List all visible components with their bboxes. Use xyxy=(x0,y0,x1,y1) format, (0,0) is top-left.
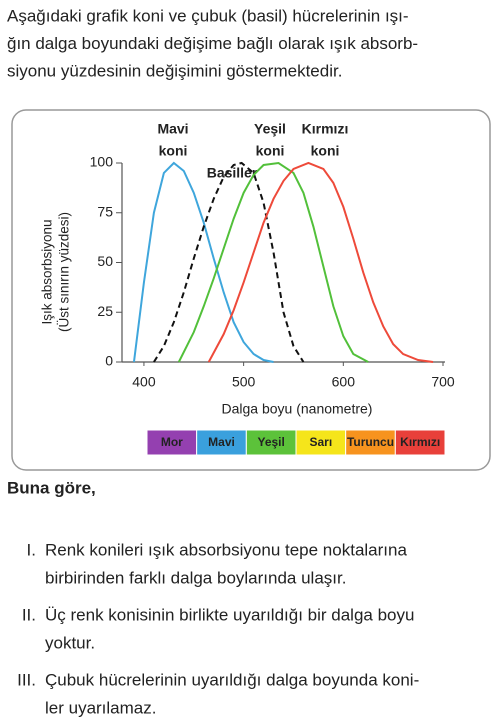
x-tick-label: 600 xyxy=(332,374,356,390)
y-tick-label: 25 xyxy=(97,303,113,319)
spectrum-band xyxy=(245,429,297,456)
curve-label: Mavi xyxy=(157,121,188,137)
curve-label: Kırmızı xyxy=(302,121,349,137)
y-axis-label: (Üst sınırın yüzdesi) xyxy=(57,212,72,332)
spectrum-label: Kırmızı xyxy=(400,435,440,449)
y-axis-label: Işık absorbsiyonu xyxy=(40,219,55,324)
curve xyxy=(153,161,305,363)
item-line: yoktur. xyxy=(45,633,95,652)
x-tick-label: 500 xyxy=(232,374,256,390)
curve xyxy=(177,161,369,363)
curve-label: koni xyxy=(256,143,285,159)
item-numeral: II. xyxy=(22,605,36,624)
spectrum-label: Yeşil xyxy=(257,435,284,449)
item-line: ler uyarılamaz. xyxy=(45,698,156,717)
curve-label: koni xyxy=(159,143,188,159)
x-tick-label: 700 xyxy=(431,374,455,390)
spectrum-band xyxy=(345,429,396,456)
x-tick-label: 400 xyxy=(132,374,156,390)
curve-label: Yeşil xyxy=(254,121,286,137)
curve xyxy=(132,161,274,363)
spectrum-label: Mor xyxy=(161,435,183,449)
intro-line: siyonu yüzdesinin değişimini göstermekte… xyxy=(7,61,342,80)
item-numeral: III. xyxy=(17,670,36,689)
curve-label: koni xyxy=(311,143,340,159)
y-tick-label: 75 xyxy=(97,203,113,219)
item-line: Çubuk hücrelerinin uyarıldığı dalga boyu… xyxy=(45,670,419,689)
chart-frame xyxy=(11,109,491,471)
item-line: Renk konileri ışık absorbsiyonu tepe nok… xyxy=(45,540,407,559)
item-line: birbirinden farklı dalga boylarında ulaş… xyxy=(45,568,346,587)
spectrum-label: Mavi xyxy=(208,435,235,449)
spectrum-band xyxy=(196,429,247,456)
curve-label: Basiller xyxy=(207,165,258,181)
spectrum-band xyxy=(295,429,347,456)
item-line: Üç renk konisinin birlikte uyarıldığı bi… xyxy=(45,605,414,624)
spectrum-band xyxy=(146,429,198,456)
spectrum-band xyxy=(394,429,446,456)
spectrum-label: Sarı xyxy=(309,435,332,449)
x-axis-label: Dalga boyu (nanometre) xyxy=(222,401,373,417)
spectrum-label: Turuncu xyxy=(347,435,394,449)
y-tick-label: 100 xyxy=(90,154,114,170)
intro-line: ğın dalga boyundaki değişime bağlı olara… xyxy=(7,34,418,53)
item-numeral: I. xyxy=(27,540,36,559)
lead: Buna göre, xyxy=(7,478,96,497)
intro-line: Aşağıdaki grafik koni ve çubuk (basil) h… xyxy=(7,6,409,25)
y-tick-label: 0 xyxy=(105,353,113,369)
curve xyxy=(207,161,434,363)
y-tick-label: 50 xyxy=(97,253,113,269)
